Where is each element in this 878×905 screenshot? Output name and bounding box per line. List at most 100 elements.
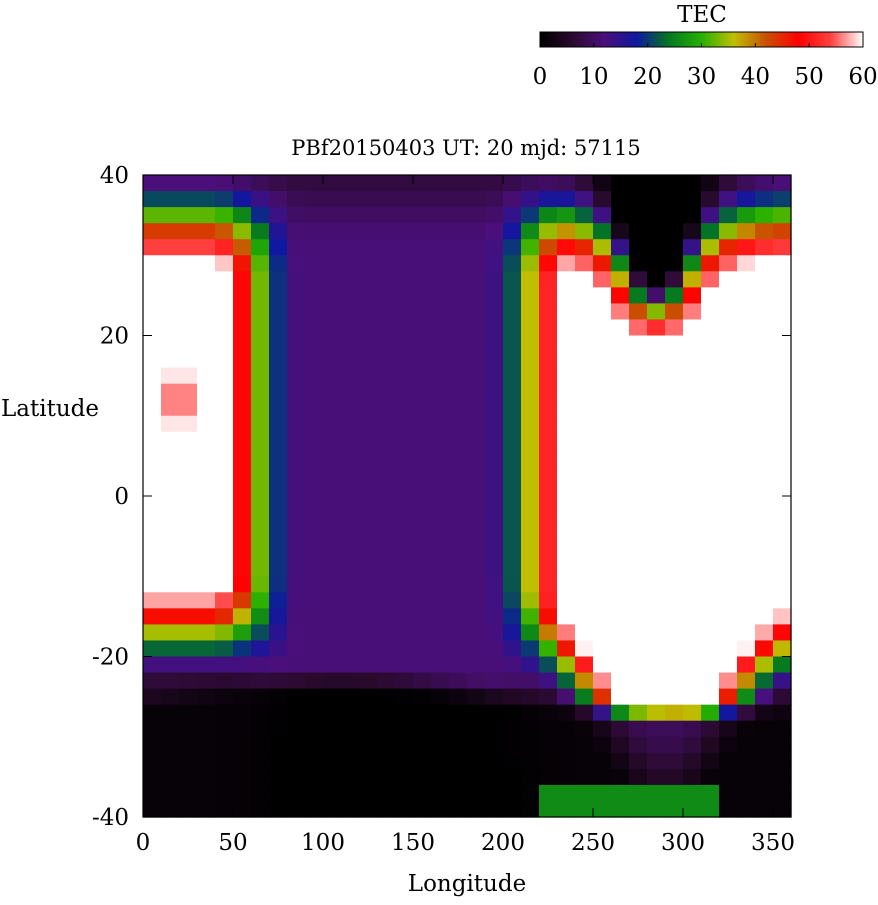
heatmap-cell: [197, 399, 216, 417]
heatmap-cell: [647, 672, 666, 690]
heatmap-cell: [377, 175, 396, 192]
heatmap-cell: [359, 367, 378, 385]
heatmap-cell: [467, 752, 486, 770]
heatmap-cell: [773, 191, 792, 208]
heatmap-cell: [629, 383, 648, 401]
heatmap-cell: [269, 367, 288, 385]
heatmap-cell: [215, 431, 234, 449]
heatmap-cell: [341, 223, 360, 240]
heatmap-cell: [755, 672, 774, 690]
heatmap-cell: [215, 255, 234, 272]
heatmap-cell: [179, 752, 198, 770]
x-axis-ticks: 0 50 100 150 200 250 300 350: [136, 175, 795, 856]
heatmap-cell: [377, 207, 396, 224]
heatmap-cell: [269, 560, 288, 577]
heatmap-cell: [647, 624, 666, 642]
heatmap-cell: [449, 720, 468, 738]
heatmap-cell: [521, 720, 540, 738]
heatmap-cell: [233, 383, 252, 401]
heatmap-cell: [413, 207, 432, 224]
heatmap-cell: [467, 463, 486, 481]
heatmap-cell: [485, 271, 504, 288]
heatmap-cell: [467, 319, 486, 337]
heatmap-cell: [557, 704, 576, 722]
heatmap-cell: [287, 431, 306, 449]
heatmap-cell: [161, 656, 180, 674]
heatmap-cell: [719, 560, 738, 577]
heatmap-cell: [719, 431, 738, 449]
heatmap-cell: [197, 688, 216, 706]
heatmap-cell: [215, 752, 234, 770]
heatmap-cell: [233, 463, 252, 481]
heatmap-cell: [467, 576, 486, 593]
heatmap-cell: [575, 672, 594, 690]
heatmap-cell: [701, 399, 720, 417]
heatmap-cell: [683, 752, 702, 770]
heatmap-cell: [719, 672, 738, 690]
heatmap-cell: [683, 544, 702, 561]
heatmap-cell: [737, 720, 756, 738]
heatmap-cell: [323, 399, 342, 417]
heatmap-cell: [737, 287, 756, 304]
heatmap-cell: [395, 255, 414, 272]
heatmap-cell: [503, 351, 522, 369]
heatmap-cell: [467, 720, 486, 738]
heatmap-cell: [773, 239, 792, 256]
heatmap-cell: [701, 207, 720, 224]
heatmap-cell: [449, 544, 468, 561]
y-axis-title: Latitude: [1, 396, 99, 422]
heatmap-cell: [449, 479, 468, 497]
heatmap-cell: [467, 608, 486, 625]
heatmap-cell: [485, 688, 504, 706]
heatmap-cell: [251, 768, 270, 786]
heatmap-cell: [755, 736, 774, 754]
heatmap-cell: [629, 624, 648, 642]
heatmap-cell: [305, 367, 324, 385]
heatmap-cell: [197, 704, 216, 722]
heatmap-cell: [233, 640, 252, 658]
heatmap-cell: [215, 207, 234, 224]
heatmap-cell: [629, 576, 648, 593]
heatmap-cell: [269, 271, 288, 288]
heatmap-cell: [377, 239, 396, 256]
heatmap-cell: [197, 608, 216, 625]
heatmap-cell: [719, 576, 738, 593]
heatmap-cell: [521, 672, 540, 690]
heatmap-cell: [323, 672, 342, 690]
heatmap-cell: [503, 624, 522, 642]
heatmap-cell: [467, 768, 486, 786]
heatmap-cell: [539, 175, 558, 192]
heatmap-cell: [413, 287, 432, 304]
heatmap-cell: [341, 560, 360, 577]
heatmap-cell: [593, 351, 612, 369]
heatmap-cell: [719, 303, 738, 321]
heatmap-cell: [701, 576, 720, 593]
heatmap-cell: [251, 624, 270, 642]
heatmap-cell: [575, 447, 594, 465]
heatmap-cell: [557, 175, 576, 192]
heatmap-cell: [773, 463, 792, 481]
heatmap-cell: [341, 287, 360, 304]
heatmap-cell: [179, 255, 198, 272]
heatmap-cell: [557, 752, 576, 770]
heatmap-cell: [359, 207, 378, 224]
heatmap-cell: [737, 335, 756, 353]
heatmap-cell: [467, 640, 486, 658]
heatmap-cell: [269, 191, 288, 208]
heatmap-cell: [575, 624, 594, 642]
heatmap-cell: [629, 239, 648, 256]
heatmap-cell: [251, 239, 270, 256]
heatmap-cell: [449, 640, 468, 658]
heatmap-cell: [665, 335, 684, 353]
heatmap-cell: [539, 592, 558, 609]
heatmap-cell: [629, 720, 648, 738]
heatmap-cell: [647, 399, 666, 417]
heatmap-cell: [665, 592, 684, 609]
heatmap-cell: [215, 415, 234, 433]
heatmap-cell: [143, 672, 162, 690]
heatmap-cell: [431, 576, 450, 593]
heatmap-cell: [467, 287, 486, 304]
heatmap-cell: [449, 303, 468, 321]
heatmap-cell: [647, 463, 666, 481]
heatmap-cell: [629, 207, 648, 224]
